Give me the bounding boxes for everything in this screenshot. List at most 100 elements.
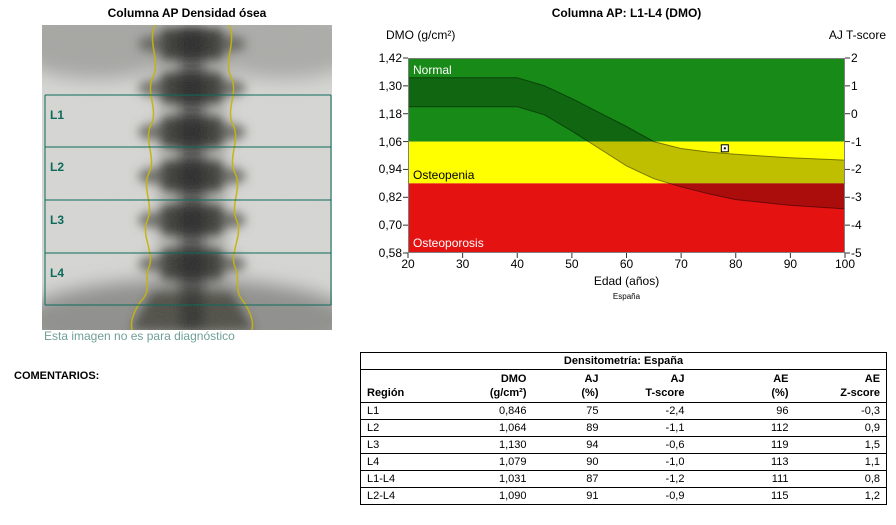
reference-curve-lower (408, 106, 846, 210)
value-cell: 1,064 (458, 419, 533, 437)
reference-band (408, 77, 845, 209)
y-tick-tscore: 1 (851, 78, 858, 93)
column-header: AE (%) (690, 369, 795, 403)
y-tick-tscore: -2 (851, 162, 862, 177)
region-cell: L1 (360, 402, 459, 420)
value-cell: 1,5 (794, 436, 887, 454)
y-axis-left-label: DMO (g/cm²) (386, 28, 456, 42)
zone-osteoporosis (408, 183, 845, 253)
x-tick-age: 100 (834, 257, 856, 271)
region-label-l4: L4 (50, 266, 64, 280)
comments-label: COMENTARIOS: (14, 370, 100, 382)
column-header: AJ T-score (604, 369, 691, 403)
region-cell: L3 (360, 436, 459, 454)
value-cell: 91 (532, 487, 605, 505)
dmo-reference-chart: Normal Osteopenia Osteoporosis (403, 57, 850, 258)
zone-normal (408, 58, 845, 142)
y-tick-tscore: -1 (851, 134, 862, 149)
table-row: L3 1,130 94 -0,6 119 1,5 (360, 436, 887, 454)
value-cell: -2,4 (604, 402, 691, 420)
value-cell: 0,8 (794, 470, 887, 488)
region-label-l2: L2 (50, 160, 64, 174)
table-title: Densitometría: España (563, 355, 684, 367)
value-cell: -0,3 (794, 402, 887, 420)
value-cell: 1,130 (458, 436, 533, 454)
value-cell: 1,079 (458, 453, 533, 471)
xray-grain (42, 25, 332, 330)
zone-label-osteopenia: Osteopenia (413, 168, 475, 182)
x-tick-age: 20 (401, 257, 415, 271)
x-tick-age: 30 (455, 257, 470, 271)
value-cell: 1,031 (458, 470, 533, 488)
value-cell: 0,9 (794, 419, 887, 437)
x-axis-label: Edad (años) (593, 274, 660, 288)
y-tick-dmo: 0,82 (378, 190, 402, 205)
y-axis-right-label: AJ T-score (828, 28, 886, 42)
zone-osteopenia (408, 141, 845, 184)
y-tick-dmo: 0,70 (378, 218, 402, 233)
value-cell: 1,2 (794, 487, 887, 505)
y-tick-tscore: -3 (851, 190, 862, 205)
value-cell: -0,6 (604, 436, 691, 454)
column-header: AE Z-score (794, 369, 887, 403)
x-tick-age: 70 (674, 257, 688, 271)
value-cell: -1,0 (604, 453, 691, 471)
value-cell: 119 (690, 436, 795, 454)
table-title-row: Densitometría: España (361, 353, 887, 370)
y-tick-tscore: 2 (851, 51, 858, 65)
region-cell: L4 (360, 453, 459, 471)
x-tick-age: 90 (783, 257, 798, 271)
reference-source-label: España (612, 292, 641, 301)
x-tick-age: 40 (510, 257, 524, 271)
column-header: Región (360, 369, 459, 403)
zone-label-normal: Normal (413, 63, 452, 77)
value-cell: 112 (690, 419, 795, 437)
value-cell: 87 (532, 470, 605, 488)
spine-xray-svg: L1 L2 L3 L4 (9, 3, 366, 363)
value-cell: 0,846 (458, 402, 533, 420)
y-tick-dmo: 1,30 (378, 78, 402, 93)
value-cell: 115 (690, 487, 795, 505)
y-tick-dmo: 1,18 (378, 106, 402, 121)
y-tick-tscore: -4 (851, 218, 862, 233)
x-tick-age: 60 (619, 257, 634, 271)
value-cell: 96 (690, 402, 795, 420)
y-tick-dmo: 1,06 (378, 134, 402, 149)
xray-panel-title: Columna AP Densidad ósea (107, 6, 267, 20)
y-tick-dmo: 0,94 (378, 162, 402, 177)
x-tick-age: 50 (565, 257, 579, 271)
reference-curve-upper (408, 77, 846, 161)
region-label-l3: L3 (50, 213, 64, 227)
table-header-row: Región DMO (g/cm²) AJ (%) AJ T-score AE (%) AE Z-s… (360, 369, 887, 403)
value-cell: 75 (532, 402, 605, 420)
value-cell: -1,1 (604, 419, 691, 437)
table-row: L1-L4 1,031 87 -1,2 111 0,8 (360, 470, 887, 488)
column-header: DMO (g/cm²) (458, 369, 533, 403)
value-cell: 1,090 (458, 487, 533, 505)
value-cell: 90 (532, 453, 605, 471)
plot-border (408, 58, 845, 253)
value-cell: 1,1 (794, 453, 887, 471)
value-cell: -0,9 (604, 487, 691, 505)
region-cell: L2 (360, 419, 459, 437)
y-tick-dmo: 0,58 (378, 246, 402, 260)
y-tick-tscore: 0 (851, 106, 858, 121)
value-cell: -1,2 (604, 470, 691, 488)
spine-xray-image: L1 L2 L3 L4 (9, 3, 366, 363)
y-tick-dmo: 1,42 (378, 51, 402, 65)
value-cell: 113 (690, 453, 795, 471)
y-tick-tscore: -5 (851, 246, 862, 260)
table-row: L4 1,079 90 -1,0 113 1,1 (360, 453, 887, 471)
chart-title: Columna AP: L1-L4 (DMO) (551, 6, 702, 20)
table-row: L2-L4 1,090 91 -0,9 115 1,2 (360, 487, 887, 505)
patient-data-point-center (723, 147, 726, 150)
value-cell: 111 (690, 470, 795, 488)
column-header: AJ (%) (532, 369, 605, 403)
region-cell: L1-L4 (360, 470, 459, 488)
densitometry-table: Densitometría: España Región DMO (g/cm²) AJ… (360, 352, 888, 505)
x-tick-age: 80 (729, 257, 743, 271)
region-cell: L2-L4 (360, 487, 459, 505)
region-labels: L1 L2 L3 L4 (50, 108, 64, 280)
region-grid (44, 94, 332, 306)
